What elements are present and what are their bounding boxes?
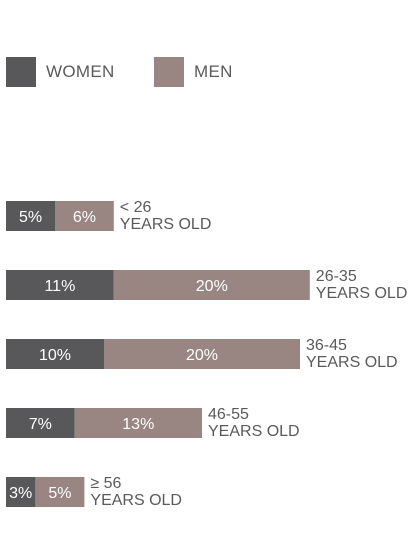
bar-men: [35, 477, 85, 507]
legend-women-label: WOMEN: [46, 62, 115, 81]
bar-women-value-label: 10%: [39, 347, 71, 364]
bar-men-value-label: 13%: [122, 416, 154, 433]
legend-women-swatch: [6, 57, 36, 87]
bar-women: [6, 408, 75, 438]
category-label-unit: YEARS OLD: [208, 423, 300, 440]
bar-women-value-label: 5%: [19, 209, 42, 226]
bar-men-value-label: 20%: [196, 278, 228, 295]
category-label-unit: YEARS OLD: [306, 354, 398, 371]
legend-men: MEN: [154, 57, 233, 87]
legend-men-label: MEN: [194, 62, 233, 81]
bar-men-value-label: 5%: [48, 485, 71, 502]
legend-men-swatch: [154, 57, 184, 87]
bar-women: [6, 201, 55, 231]
category-label-range: ≥ 56: [90, 475, 121, 492]
bar-women: [6, 339, 104, 369]
bar-women-value-label: 3%: [9, 485, 32, 502]
bar-women: [6, 477, 36, 507]
bar-women-value-label: 7%: [29, 416, 52, 433]
category-label-unit: YEARS OLD: [120, 216, 212, 233]
category-label-range: 36-45: [306, 337, 347, 354]
bar-men: [74, 408, 202, 438]
bar-men: [55, 201, 114, 231]
bar-women-value-label: 11%: [44, 278, 75, 295]
bar-men-value-label: 20%: [186, 347, 218, 364]
category-label-range: < 26: [120, 199, 152, 216]
legend-women: WOMEN: [6, 57, 115, 87]
category-label-unit: YEARS OLD: [316, 285, 408, 302]
category-label-range: 26-35: [316, 268, 357, 285]
bar-men: [104, 339, 300, 369]
category-label-unit: YEARS OLD: [90, 492, 182, 509]
category-label-range: 46-55: [208, 406, 249, 423]
bar-men-value-label: 6%: [73, 209, 96, 226]
bar-women: [6, 270, 114, 300]
bar-men: [113, 270, 310, 300]
